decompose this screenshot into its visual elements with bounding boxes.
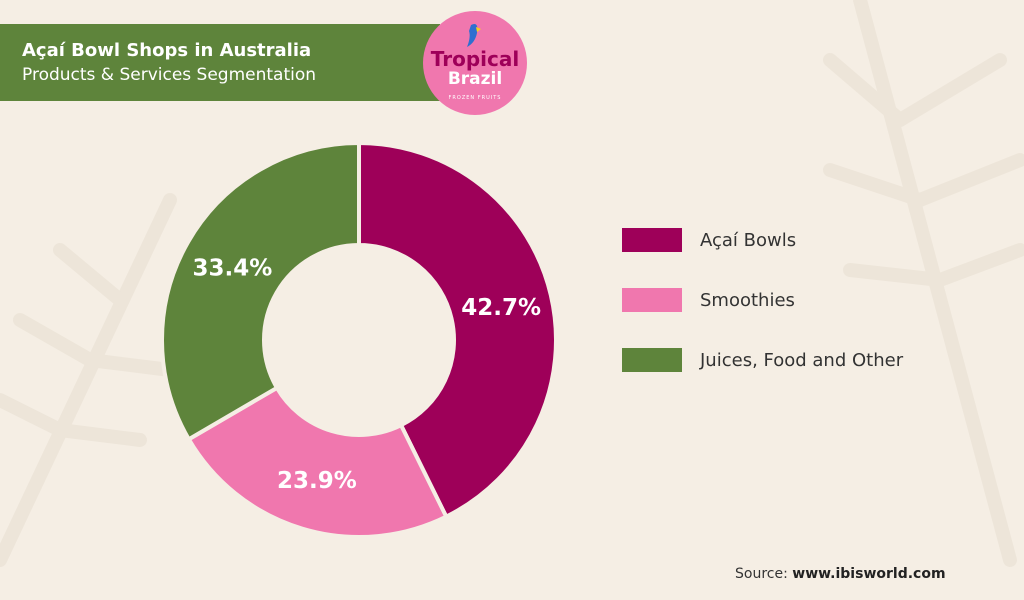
- donut-slice-2: [160, 140, 361, 442]
- legend-label: Juices, Food and Other: [700, 349, 904, 371]
- logo-tagline: FROZEN FRUITS: [448, 95, 502, 101]
- data-label-1: 23.9%: [277, 468, 357, 494]
- donut-slice-0: [357, 140, 558, 520]
- source-link: www.ibisworld.com: [792, 566, 946, 582]
- legend-swatch: [622, 228, 682, 252]
- data-label-0: 42.7%: [461, 295, 541, 321]
- legend-item: Smoothies: [622, 288, 795, 312]
- legend-label: Smoothies: [700, 289, 795, 311]
- legend-swatch: [622, 348, 682, 372]
- chart-title: Açaí Bowl Shops in Australia: [22, 40, 312, 61]
- chart-subtitle: Products & Services Segmentation: [22, 65, 317, 85]
- donut-slice-1: [186, 385, 449, 539]
- data-label-2: 33.4%: [193, 255, 273, 281]
- legend-item: Juices, Food and Other: [622, 348, 903, 372]
- legend-label: Açaí Bowls: [700, 229, 797, 251]
- title-banner: Açaí Bowl Shops in Australia Products & …: [0, 24, 440, 101]
- parrot-icon: [467, 24, 481, 47]
- logo-text-1: Tropical: [430, 47, 520, 71]
- legend-item: Açaí Bowls: [622, 228, 796, 252]
- legend-swatch: [622, 288, 682, 312]
- source-label: Source:: [735, 566, 788, 582]
- logo-text-2: Brazil: [447, 69, 503, 89]
- source-note: Source: www.ibisworld.com: [735, 566, 946, 582]
- tropical-brazil-logo: Tropical Brazil FROZEN FRUITS: [423, 11, 527, 115]
